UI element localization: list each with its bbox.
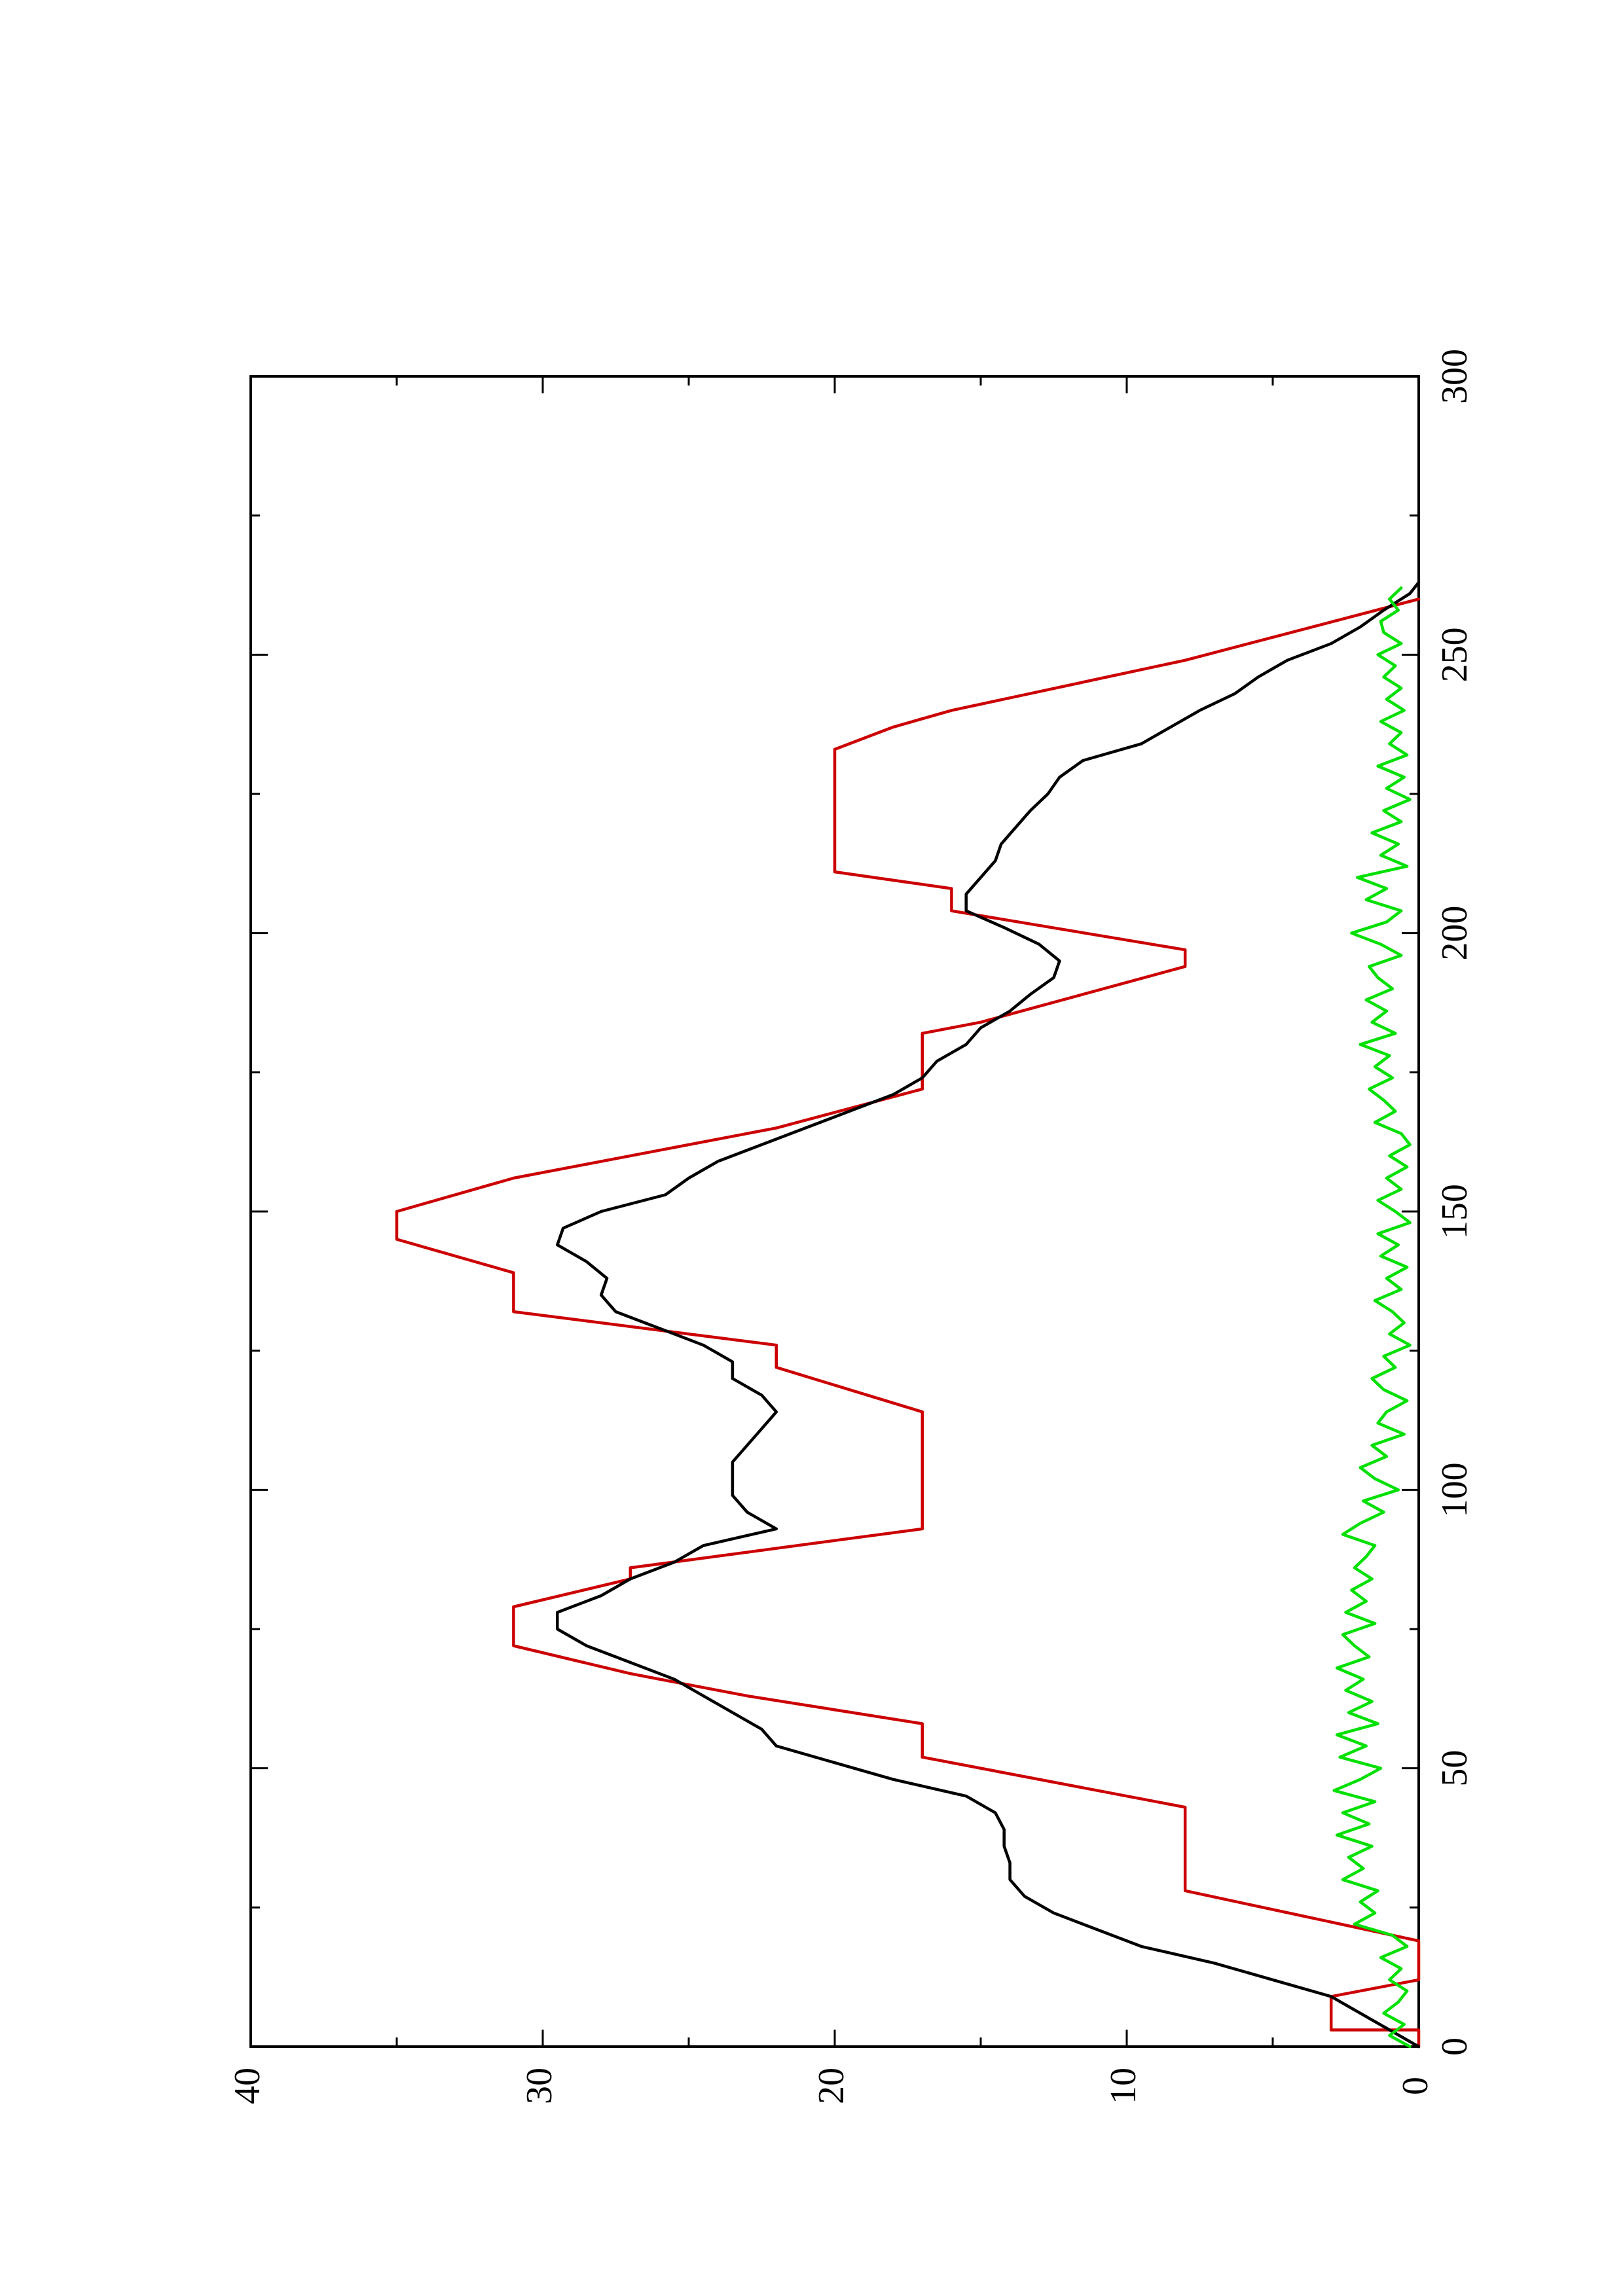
x-tick-label: 300 (1434, 349, 1475, 404)
y-tick-label: 10 (1103, 2068, 1144, 2104)
x-tick-label: 200 (1434, 906, 1475, 961)
y-tick-label: 20 (811, 2068, 852, 2104)
data-series (395, 581, 1421, 2049)
black-series-line (556, 581, 1421, 2049)
y-tick-label: 30 (519, 2068, 560, 2104)
red-step-series-line (395, 598, 1421, 2049)
y-tick-label: 40 (227, 2068, 268, 2104)
x-tick-label: 150 (1434, 1184, 1475, 1239)
axis-ticks (249, 375, 1420, 2048)
axis-tick-labels: 0 50 100 150 200 250 300 0 10 20 30 40 (227, 349, 1475, 2104)
x-tick-label: 50 (1434, 1750, 1475, 1787)
x-tick-label: 100 (1434, 1462, 1475, 1517)
y-tick-label: 0 (1395, 2077, 1436, 2095)
green-series-line (1332, 586, 1412, 2049)
x-tick-label: 0 (1434, 2037, 1475, 2056)
x-tick-label: 250 (1434, 627, 1475, 682)
plot-frame (249, 375, 1420, 2048)
